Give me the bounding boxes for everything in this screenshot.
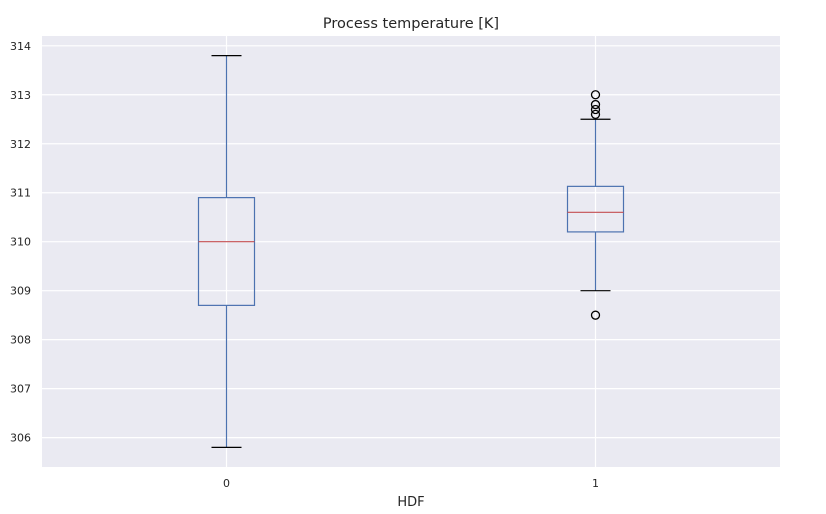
iqr-box <box>566 185 625 233</box>
outlier-point <box>590 109 601 120</box>
y-tick-label: 308 <box>10 334 31 347</box>
box-group-0 <box>197 54 256 449</box>
y-tick-label: 312 <box>10 138 31 151</box>
outlier-point <box>590 310 601 320</box>
grid-lines <box>42 36 780 467</box>
outlier-point <box>590 104 601 115</box>
y-tick-label: 313 <box>10 89 31 102</box>
x-tick-label: 0 <box>223 477 230 490</box>
plot-background <box>42 36 780 467</box>
x-axis-label: HDF <box>397 495 424 510</box>
y-tick-label: 311 <box>10 187 31 200</box>
y-tick-labels: 306 307 308 309 310 311 312 313 314 <box>10 40 31 445</box>
iqr-box <box>197 197 256 306</box>
outlier-point <box>590 90 601 100</box>
y-tick-label: 309 <box>10 285 31 298</box>
box-elements <box>197 54 625 449</box>
chart-title: Process temperature [K] <box>323 16 499 32</box>
x-tick-label: 1 <box>592 477 599 490</box>
box-group-1 <box>566 90 625 320</box>
y-tick-label: 307 <box>10 383 31 396</box>
y-tick-label: 306 <box>10 432 31 445</box>
y-tick-label: 314 <box>10 40 31 53</box>
y-tick-label: 310 <box>10 236 31 249</box>
outlier-point <box>590 99 601 110</box>
